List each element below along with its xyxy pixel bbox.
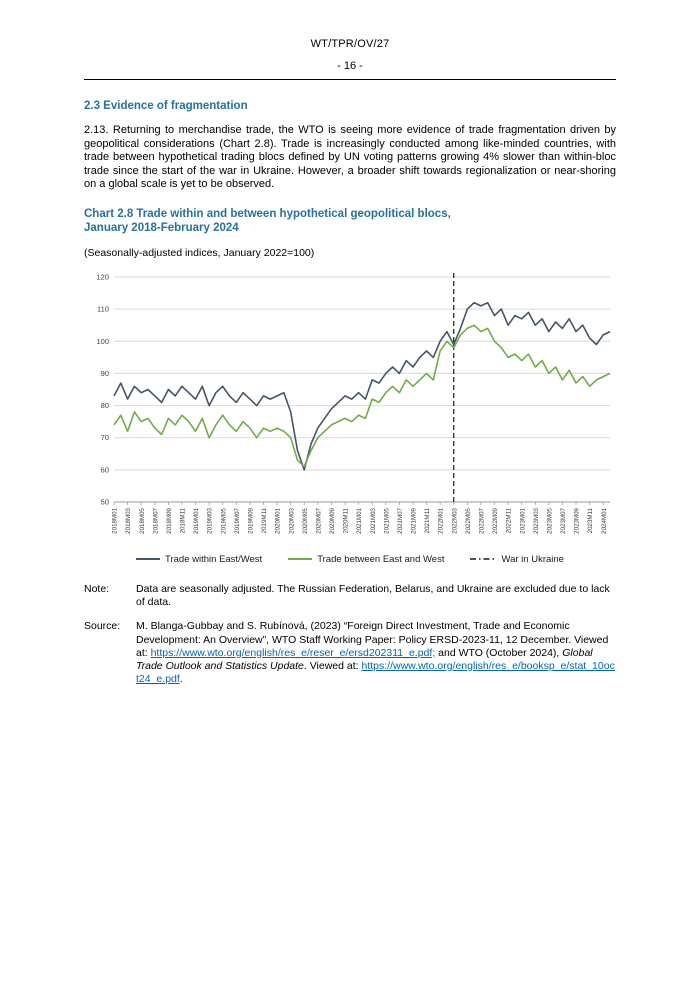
chart-title: Chart 2.8 Trade within and between hypot… bbox=[84, 207, 616, 236]
legend-line-within-icon bbox=[136, 558, 161, 561]
svg-text:2021M07: 2021M07 bbox=[397, 507, 404, 533]
svg-text:2018M07: 2018M07 bbox=[152, 507, 159, 533]
svg-text:2021M01: 2021M01 bbox=[356, 507, 363, 533]
svg-text:2018M01: 2018M01 bbox=[112, 507, 119, 533]
svg-text:2021M09: 2021M09 bbox=[411, 507, 418, 533]
source-link-2[interactable]: https://www.wto.org/english/res_e/booksp… bbox=[136, 659, 615, 686]
svg-text:2020M01: 2020M01 bbox=[275, 507, 282, 533]
svg-text:2020M11: 2020M11 bbox=[343, 507, 350, 533]
svg-text:2023M01: 2023M01 bbox=[519, 507, 526, 533]
source-link-1[interactable]: https://www.wto.org/english/res_e/reser_… bbox=[150, 646, 436, 659]
svg-text:2022M05: 2022M05 bbox=[465, 507, 472, 533]
note-block: Note: Data are seasonally adjusted. The R… bbox=[84, 583, 616, 609]
source-text-1: M. Blanga-Gubbay and S. Rubínová, (2023)… bbox=[136, 620, 609, 659]
svg-text:2019M01: 2019M01 bbox=[193, 507, 200, 533]
svg-text:2022M07: 2022M07 bbox=[479, 507, 486, 533]
legend-item-war: War in Ukraine bbox=[470, 553, 564, 565]
source-text-3: . Viewed at: bbox=[303, 659, 362, 672]
source-block: Source: M. Blanga-Gubbay and S. Rubínová,… bbox=[84, 620, 616, 686]
note-text: Data are seasonally adjusted. The Russia… bbox=[136, 582, 610, 609]
header-rule bbox=[84, 79, 616, 80]
source-text: M. Blanga-Gubbay and S. Rubínová, (2023)… bbox=[136, 620, 616, 686]
page-number: - 16 - bbox=[337, 60, 363, 72]
source-italic-title: Global Trade Outlook and Statistics Upda… bbox=[136, 646, 593, 672]
svg-text:2022M11: 2022M11 bbox=[506, 507, 513, 533]
paragraph-2-13: 2.13. Returning to merchandise trade, th… bbox=[84, 124, 616, 191]
svg-text:60: 60 bbox=[101, 465, 109, 474]
svg-text:50: 50 bbox=[101, 497, 109, 506]
svg-text:2023M05: 2023M05 bbox=[546, 507, 553, 533]
svg-text:110: 110 bbox=[97, 305, 109, 314]
svg-text:2019M11: 2019M11 bbox=[261, 507, 268, 533]
svg-text:2023M07: 2023M07 bbox=[560, 507, 567, 533]
legend-item-between: Trade between East and West bbox=[288, 554, 444, 565]
legend-item-within: Trade within East/West bbox=[136, 554, 262, 565]
doc-reference: WT/TPR/OV/27 bbox=[310, 38, 390, 50]
legend-line-between-icon bbox=[288, 558, 313, 561]
svg-text:2020M03: 2020M03 bbox=[288, 507, 295, 533]
section-heading: 2.3 Evidence of fragmentation bbox=[84, 100, 248, 112]
source-text-2: and WTO (October 2024), bbox=[435, 646, 563, 659]
chart-title-line1: Chart 2.8 Trade within and between hypot… bbox=[84, 207, 451, 220]
svg-text:2020M05: 2020M05 bbox=[302, 507, 309, 533]
chart-legend: Trade within East/West Trade between Eas… bbox=[84, 554, 616, 565]
svg-text:100: 100 bbox=[96, 337, 109, 346]
note-label: Note: bbox=[84, 582, 110, 595]
svg-text:2019M09: 2019M09 bbox=[247, 507, 254, 533]
svg-text:2023M11: 2023M11 bbox=[587, 507, 594, 533]
svg-text:2021M03: 2021M03 bbox=[370, 507, 377, 533]
svg-text:2022M03: 2022M03 bbox=[451, 507, 458, 533]
svg-text:2022M09: 2022M09 bbox=[492, 507, 499, 533]
svg-text:2019M07: 2019M07 bbox=[234, 507, 241, 533]
svg-text:2021M05: 2021M05 bbox=[383, 507, 390, 533]
svg-text:2018M11: 2018M11 bbox=[180, 507, 187, 533]
source-text-4: . bbox=[179, 673, 183, 686]
svg-text:80: 80 bbox=[101, 401, 109, 410]
svg-text:90: 90 bbox=[101, 369, 109, 378]
svg-text:2023M09: 2023M09 bbox=[574, 507, 581, 533]
svg-text:2020M09: 2020M09 bbox=[329, 507, 336, 533]
svg-text:2019M03: 2019M03 bbox=[207, 507, 214, 533]
svg-text:2021M11: 2021M11 bbox=[424, 507, 431, 533]
legend-label-within: Trade within East/West bbox=[165, 553, 263, 565]
source-label: Source: bbox=[84, 620, 121, 633]
svg-text:2024M01: 2024M01 bbox=[601, 507, 608, 533]
svg-text:2019M05: 2019M05 bbox=[220, 507, 227, 533]
chart-title-line2: January 2018-February 2024 bbox=[84, 222, 239, 235]
svg-text:120: 120 bbox=[96, 272, 109, 281]
svg-text:2018M09: 2018M09 bbox=[166, 507, 173, 533]
legend-label-between: Trade between East and West bbox=[317, 553, 445, 565]
svg-text:2018M05: 2018M05 bbox=[139, 507, 146, 533]
legend-dash-war-icon bbox=[470, 558, 497, 561]
chart-subtitle: (Seasonally-adjusted indices, January 20… bbox=[84, 246, 315, 259]
trade-line-chart: 50 60 70 80 90 100 110 120 2018M01 2018M03 2018M05… bbox=[84, 269, 616, 552]
svg-text:2020M07: 2020M07 bbox=[315, 507, 322, 533]
svg-text:70: 70 bbox=[101, 433, 109, 442]
svg-text:2022M01: 2022M01 bbox=[438, 507, 445, 533]
svg-text:2023M03: 2023M03 bbox=[533, 507, 540, 533]
legend-label-war: War in Ukraine bbox=[501, 553, 564, 565]
svg-text:2018M03: 2018M03 bbox=[125, 507, 132, 533]
